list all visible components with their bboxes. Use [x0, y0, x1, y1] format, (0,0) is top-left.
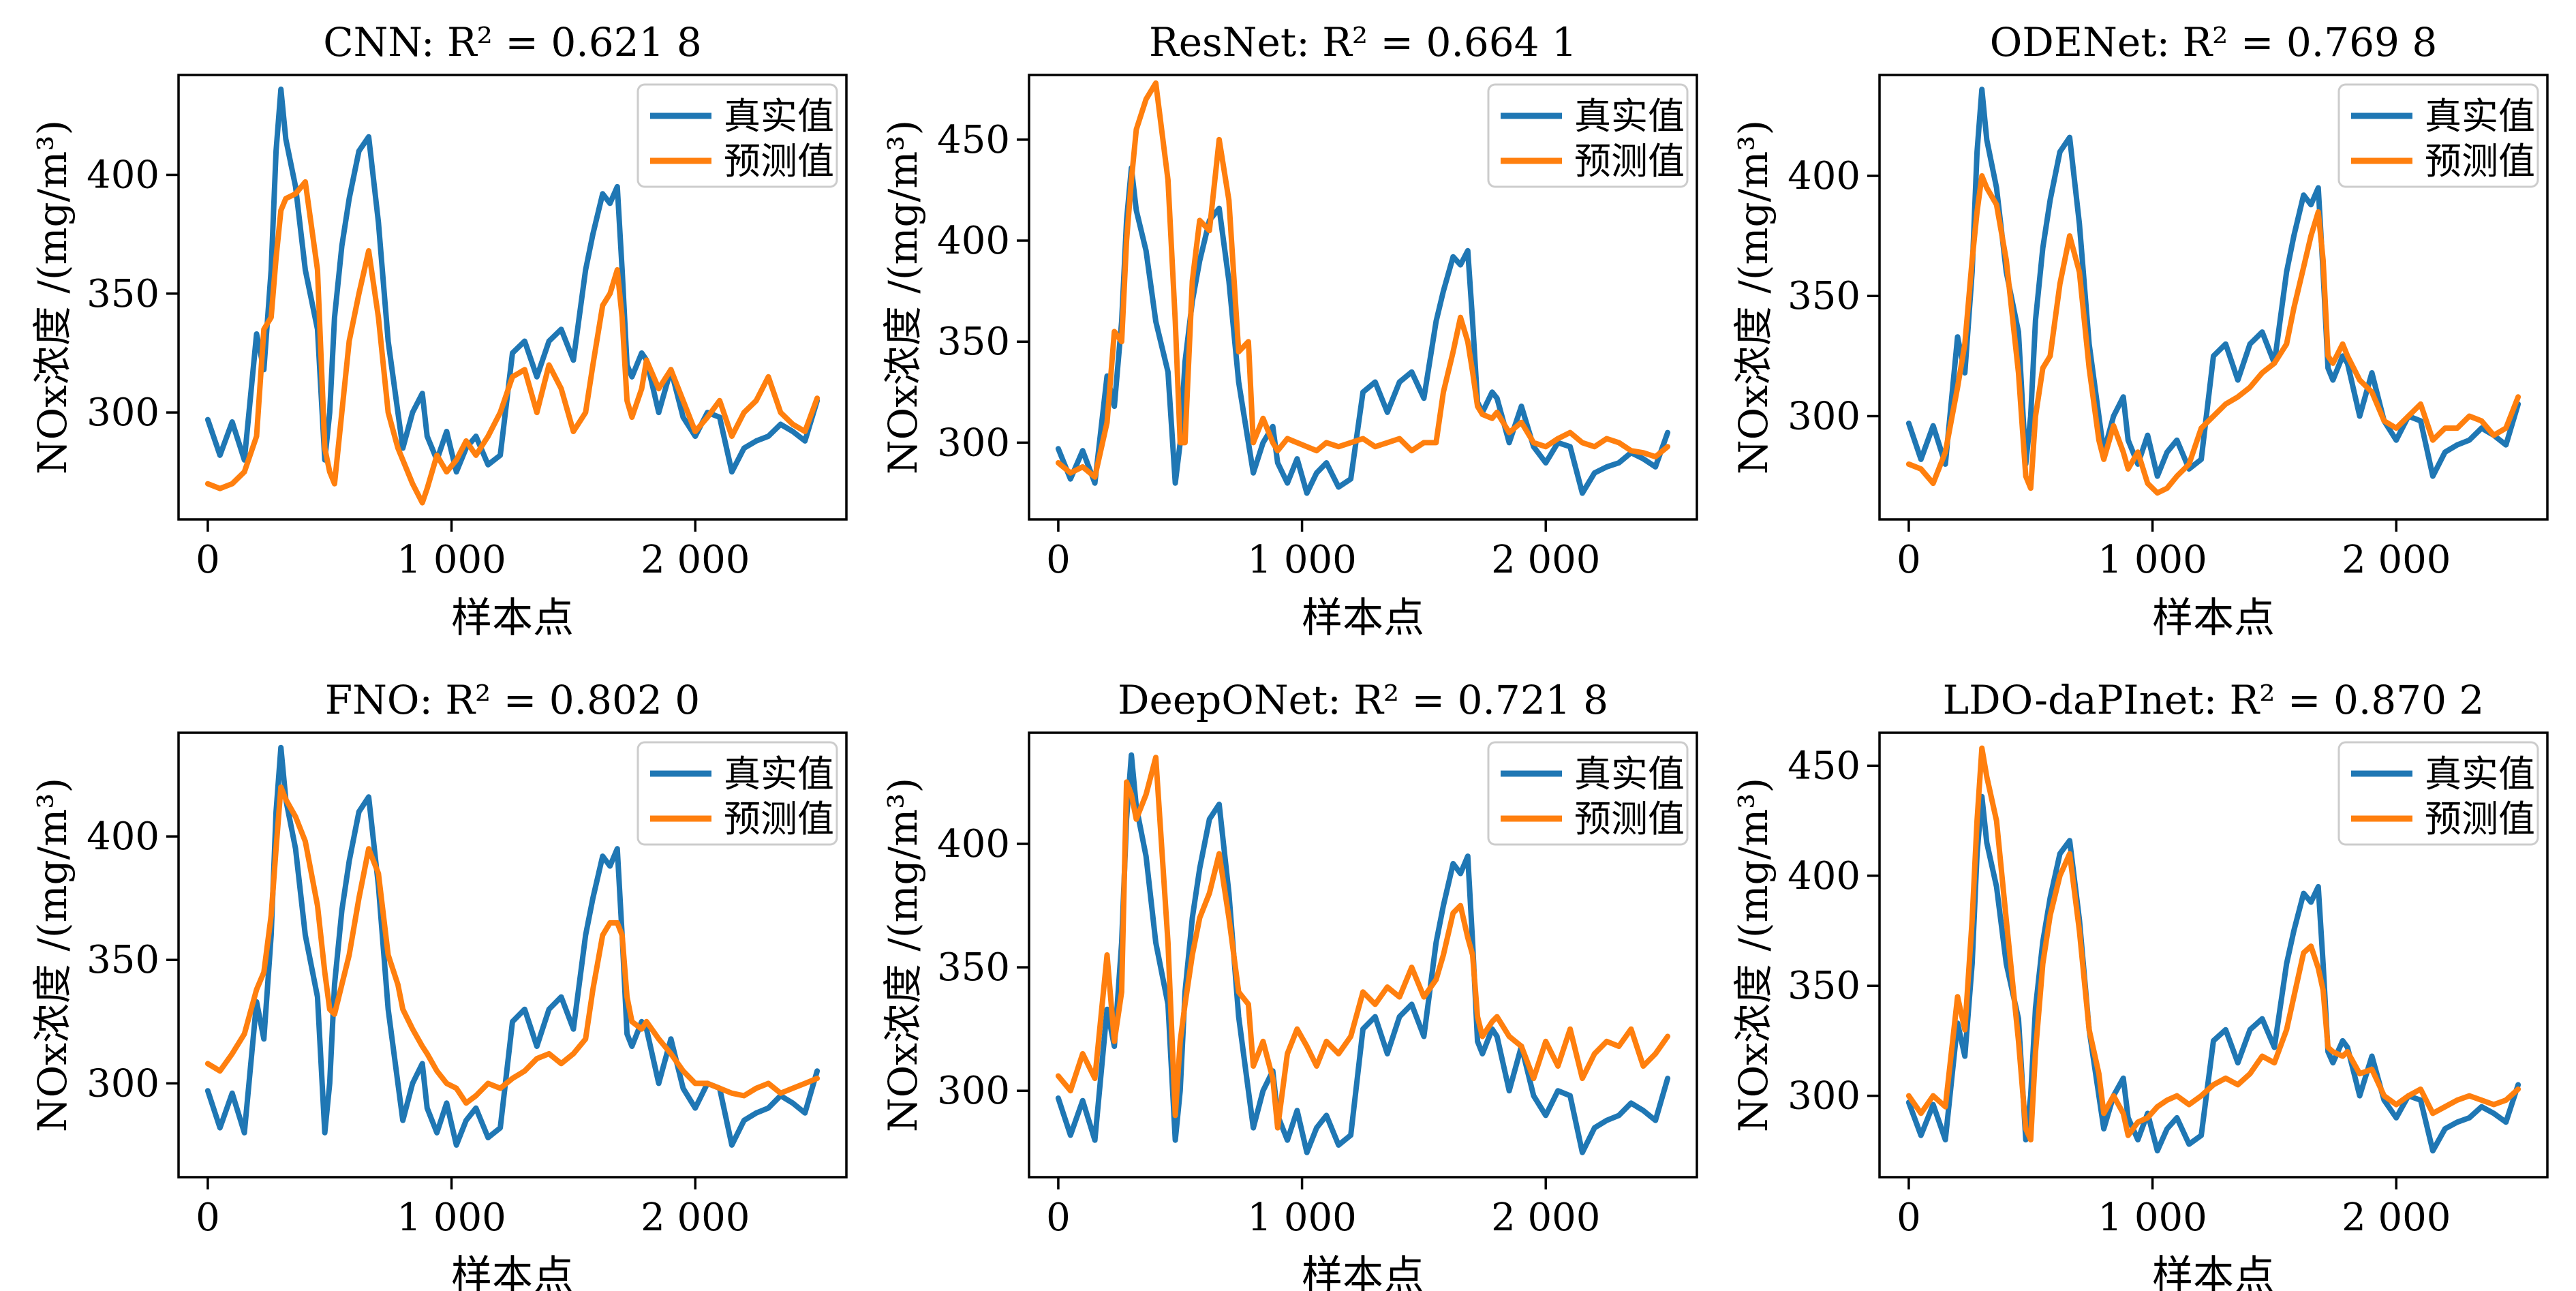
x-tick-label: 0 — [196, 1196, 220, 1240]
x-axis-label: 样本点 — [2152, 1252, 2275, 1291]
x-tick-label: 0 — [1897, 1196, 1921, 1240]
x-axis-label: 样本点 — [451, 594, 574, 642]
series-line-predicted — [1055, 755, 1671, 1131]
x-tick-label: 1 000 — [1247, 538, 1356, 582]
legend-label: 预测值 — [724, 140, 834, 183]
y-tick-label: 350 — [1788, 274, 1860, 318]
y-tick-label: 400 — [1788, 154, 1860, 198]
series-line-actual — [204, 744, 821, 1148]
y-tick-label: 450 — [1788, 744, 1860, 788]
x-tick-label: 2 000 — [1491, 1196, 1600, 1240]
x-axis-label: 样本点 — [2152, 594, 2275, 642]
chart-title: LDO-daPInet: R² = 0.870 2 — [1943, 677, 2485, 723]
series-line-predicted — [1055, 80, 1671, 480]
chart-panel-4: FNO: R² = 0.802 0 0 1 000 2 000 300 350 400 样本点… — [29, 677, 848, 1291]
chart-title: FNO: R² = 0.802 0 — [325, 677, 700, 723]
chart-title: ODENet: R² = 0.769 8 — [1990, 19, 2438, 65]
y-tick-label: 400 — [937, 219, 1010, 263]
y-tick-label: 350 — [937, 320, 1010, 364]
x-tick-label: 1 000 — [2098, 538, 2207, 582]
y-tick-label: 400 — [87, 153, 159, 197]
y-tick-label: 300 — [87, 391, 159, 435]
plot-frame — [1878, 74, 2549, 521]
chart-title: ResNet: R² = 0.664 1 — [1149, 19, 1577, 65]
legend-label: 预测值 — [724, 798, 834, 840]
plot-frame — [177, 731, 848, 1179]
series-line-predicted — [204, 179, 821, 506]
x-tick-label: 1 000 — [1247, 1196, 1356, 1240]
y-tick-label: 350 — [87, 938, 159, 982]
y-tick-label: 300 — [937, 421, 1010, 465]
legend-label: 预测值 — [2425, 140, 2535, 183]
y-tick-label: 300 — [1788, 1074, 1860, 1119]
y-axis-label: NOx浓度 /(mg/m³) — [1730, 778, 1777, 1132]
plot-frame — [1028, 731, 1698, 1179]
x-axis-label: 样本点 — [451, 1252, 574, 1291]
y-axis-label: NOx浓度 /(mg/m³) — [29, 778, 76, 1132]
y-axis-label: NOx浓度 /(mg/m³) — [880, 778, 926, 1132]
series-line-actual — [1055, 165, 1671, 496]
legend-label: 真实值 — [2425, 95, 2535, 138]
series-line-predicted — [204, 784, 821, 1106]
legend-label: 真实值 — [2425, 753, 2535, 795]
legend-label: 真实值 — [724, 753, 834, 795]
x-tick-label: 0 — [1046, 1196, 1071, 1240]
x-tick-label: 1 000 — [397, 538, 506, 582]
y-tick-label: 300 — [1788, 394, 1860, 438]
y-axis-label: NOx浓度 /(mg/m³) — [1730, 120, 1777, 474]
y-tick-label: 400 — [87, 815, 159, 859]
x-tick-label: 0 — [1046, 538, 1071, 582]
y-axis-label: NOx浓度 /(mg/m³) — [29, 120, 76, 474]
x-axis-label: 样本点 — [1302, 594, 1424, 642]
y-tick-label: 300 — [87, 1061, 159, 1106]
series-line-predicted — [1905, 173, 2521, 496]
y-tick-label: 400 — [1788, 854, 1860, 898]
plot-frame — [177, 74, 848, 521]
legend-label: 预测值 — [1574, 140, 1685, 183]
y-tick-label: 350 — [87, 272, 159, 316]
x-tick-label: 2 000 — [641, 538, 750, 582]
legend-label: 真实值 — [1574, 95, 1685, 138]
x-tick-label: 1 000 — [2098, 1196, 2207, 1240]
x-tick-label: 2 000 — [2342, 538, 2451, 582]
series-line-predicted — [1905, 745, 2521, 1143]
chart-panel-5: DeepONet: R² = 0.721 8 0 1 000 2 000 300 350 4… — [880, 677, 1698, 1291]
y-tick-label: 300 — [937, 1069, 1010, 1113]
chart-title: CNN: R² = 0.621 8 — [323, 19, 702, 65]
x-tick-label: 1 000 — [397, 1196, 506, 1240]
legend-label: 预测值 — [2425, 798, 2535, 840]
y-tick-label: 400 — [937, 822, 1010, 866]
x-tick-label: 2 000 — [1491, 538, 1600, 582]
legend-label: 真实值 — [1574, 753, 1685, 795]
plot-frame — [1028, 74, 1698, 521]
series-line-actual — [1055, 752, 1671, 1155]
chart-panel-1: CNN: R² = 0.621 8 0 1 000 2 000 300 350 400 样本点… — [29, 19, 848, 642]
y-tick-label: 450 — [937, 118, 1010, 162]
chart-panel-2: ResNet: R² = 0.664 1 0 1 000 2 000 300 350 400… — [880, 19, 1698, 642]
x-tick-label: 2 000 — [2342, 1196, 2451, 1240]
plot-frame — [1878, 731, 2549, 1179]
chart-title: DeepONet: R² = 0.721 8 — [1118, 677, 1608, 723]
legend-label: 预测值 — [1574, 798, 1685, 840]
x-tick-label: 0 — [196, 538, 220, 582]
y-axis-label: NOx浓度 /(mg/m³) — [880, 120, 926, 474]
y-tick-label: 350 — [937, 945, 1010, 990]
legend-label: 真实值 — [724, 95, 834, 138]
x-tick-label: 2 000 — [641, 1196, 750, 1240]
x-axis-label: 样本点 — [1302, 1252, 1424, 1291]
x-tick-label: 0 — [1897, 538, 1921, 582]
series-line-actual — [1905, 793, 2521, 1154]
chart-panel-6: LDO-daPInet: R² = 0.870 2 0 1 000 2 000 300 3… — [1730, 677, 2549, 1291]
y-tick-label: 350 — [1788, 964, 1860, 1008]
chart-panel-3: ODENet: R² = 0.769 8 0 1 000 2 000 300 350 400… — [1730, 19, 2549, 642]
